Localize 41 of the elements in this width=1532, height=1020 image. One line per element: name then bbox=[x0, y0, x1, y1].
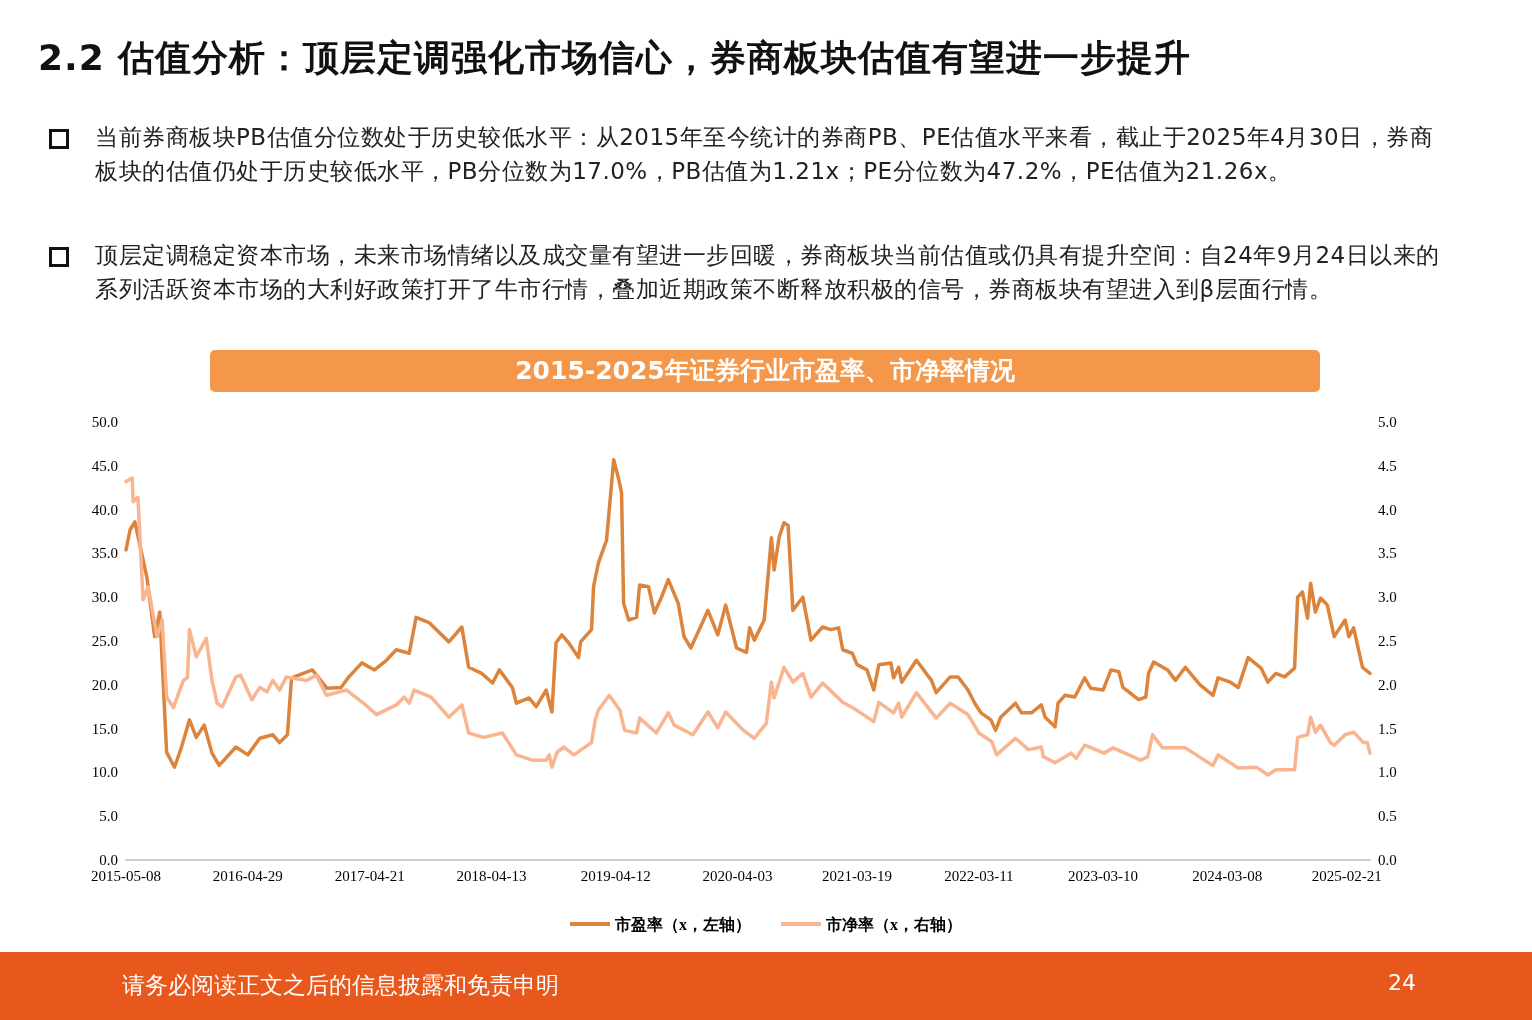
y2-tick-label: 1.0 bbox=[1378, 764, 1397, 781]
y2-tick-label: 1.5 bbox=[1378, 720, 1397, 737]
text: 2.2 估值分析：顶层定调强化市场信心，券商板块估值有望进一步提升 bbox=[38, 36, 1192, 80]
x-tick-label: 2020-04-03 bbox=[702, 867, 773, 884]
chart-title: 2015-2025年证券行业市盈率、市净率情况 bbox=[210, 350, 1320, 392]
text: 请务必阅读正文之后的信息披露和免责申明 bbox=[122, 971, 559, 1000]
y2-tick-label: 2.0 bbox=[1378, 676, 1397, 693]
x-tick-label: 2015-05-08 bbox=[91, 867, 161, 884]
x-tick-label: 2017-04-21 bbox=[334, 867, 405, 884]
y-tick-label: 25.0 bbox=[91, 633, 118, 649]
y2-tick-label: 4.5 bbox=[1378, 457, 1397, 474]
text: 24 bbox=[1388, 970, 1416, 995]
y2-tick-label: 4.0 bbox=[1378, 501, 1397, 518]
legend-label: 市净率（x，右轴） bbox=[825, 914, 962, 934]
x-tick-label: 2018-04-13 bbox=[456, 867, 527, 884]
x-tick-label: 2016-04-29 bbox=[212, 867, 283, 884]
y-tick-label: 35.0 bbox=[91, 545, 118, 562]
x-tick-label: 2023-03-10 bbox=[1068, 867, 1139, 884]
y-tick-label: 30.0 bbox=[91, 589, 118, 606]
y-tick-label: 20.0 bbox=[91, 676, 118, 693]
y-tick-label: 45.0 bbox=[91, 457, 118, 474]
y2-tick-label: 3.0 bbox=[1378, 589, 1397, 606]
y2-tick-label: 3.5 bbox=[1378, 545, 1397, 562]
text: 当前券商板块PB估值分位数处于历史较低水平：从2015年至今统计的券商PB、PE估值水平来看，截止于2025年4月30日，券商板块的估值仍处于历史较低水平，PB分位数为17.0%，PB估值为1.21x；PE分位数为47.2%，PE估值为21.26x。 bbox=[95, 123, 1435, 186]
x-tick-label: 2024-03-08 bbox=[1192, 867, 1263, 884]
legend-label: 市盈率（x，左轴） bbox=[614, 914, 751, 934]
y-tick-label: 0.0 bbox=[99, 852, 118, 868]
y2-tick-label: 2.5 bbox=[1378, 633, 1397, 649]
y-tick-label: 50.0 bbox=[91, 414, 118, 430]
text: 顶层定调稳定资本市场，未来市场情绪以及成交量有望进一步回暖，券商板块当前估值或仍具有提升空间：自24年9月24日以来的系列活跃资本市场的大利好政策打开了牛市行情，叠加近期政策不断释放积极的信号，券商板块有望进入到β层面行情。 bbox=[95, 241, 1441, 304]
y-tick-label: 15.0 bbox=[91, 720, 118, 737]
y2-tick-label: 0.5 bbox=[1378, 808, 1397, 825]
y-tick-label: 5.0 bbox=[99, 808, 118, 825]
y-tick-label: 40.0 bbox=[91, 501, 118, 518]
y2-tick-label: 5.0 bbox=[1378, 414, 1397, 430]
x-tick-label: 2019-04-12 bbox=[580, 867, 651, 884]
x-tick-label: 2022-03-11 bbox=[944, 867, 1014, 884]
x-tick-label: 2025-02-21 bbox=[1311, 867, 1382, 884]
x-tick-label: 2021-03-19 bbox=[822, 867, 893, 884]
y2-tick-label: 0.0 bbox=[1378, 852, 1397, 868]
y-tick-label: 10.0 bbox=[91, 764, 118, 781]
